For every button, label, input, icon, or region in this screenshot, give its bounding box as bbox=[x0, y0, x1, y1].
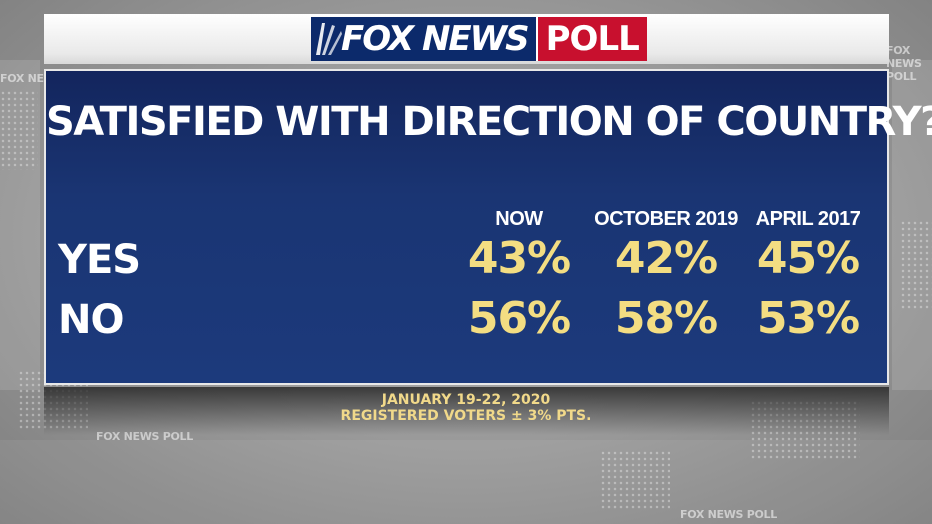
column-header-april-2017: APRIL 2017 bbox=[755, 208, 861, 230]
value-no-april-2017: 53% bbox=[756, 293, 860, 344]
row-label-no: NO bbox=[58, 297, 124, 343]
value-no-now: 56% bbox=[467, 293, 571, 344]
bg-watermark: FOX NEWS POLL bbox=[680, 508, 777, 521]
poll-dates: JANUARY 19-22, 2020 bbox=[381, 392, 551, 408]
brand-label: FOX NEWS bbox=[341, 19, 530, 59]
value-yes-april-2017: 45% bbox=[756, 233, 860, 284]
row-label-yes: YES bbox=[58, 237, 141, 283]
value-yes-october-2019: 42% bbox=[614, 233, 718, 284]
column-header-now: NOW bbox=[495, 208, 543, 230]
bg-dots bbox=[600, 450, 670, 510]
fox-news-wordmark: FOX NEWS bbox=[311, 17, 536, 61]
poll-panel: SATISFIED WITH DIRECTION OF COUNTRY? NOW… bbox=[44, 69, 932, 385]
poll-label: POLL bbox=[535, 17, 647, 61]
value-yes-now: 43% bbox=[467, 233, 571, 284]
bg-block bbox=[0, 60, 40, 390]
footer-shadow bbox=[44, 387, 889, 435]
value-no-october-2019: 58% bbox=[614, 293, 718, 344]
bg-watermark: FOX NEWS POLL bbox=[886, 44, 922, 83]
column-header-october-2019: OCTOBER 2019 bbox=[594, 208, 738, 230]
searchlight-icon bbox=[316, 23, 342, 55]
poll-sample-note: REGISTERED VOTERS ± 3% PTS. bbox=[340, 408, 592, 424]
bg-dots bbox=[0, 90, 38, 170]
bg-dots bbox=[900, 220, 932, 310]
chart-title: SATISFIED WITH DIRECTION OF COUNTRY? bbox=[46, 99, 932, 145]
bg-block bbox=[892, 60, 932, 390]
fox-news-poll-logo: FOX NEWS POLL bbox=[311, 17, 647, 61]
bg-block bbox=[0, 440, 932, 524]
